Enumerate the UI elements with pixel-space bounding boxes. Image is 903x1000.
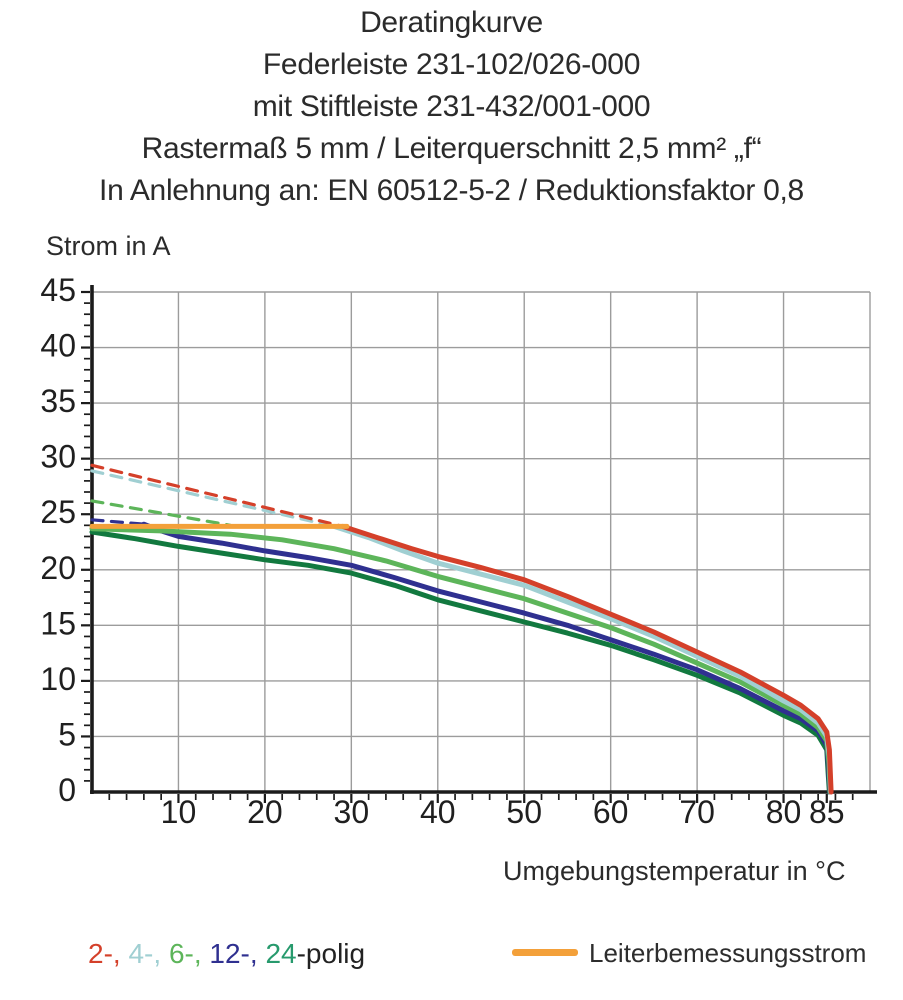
y-tick-label: 10 bbox=[40, 661, 76, 697]
x-tick-label: 20 bbox=[247, 794, 283, 830]
y-tick-label: 0 bbox=[58, 772, 76, 808]
curve-dashed-12-polig bbox=[90, 518, 146, 526]
x-tick-label: 30 bbox=[334, 794, 370, 830]
x-tick-label: 85 bbox=[809, 794, 845, 830]
y-tick-label: 5 bbox=[58, 716, 76, 752]
polig-legend-part: 24 bbox=[265, 938, 297, 969]
y-tick-label: 40 bbox=[40, 328, 76, 364]
x-tick-label: 50 bbox=[506, 794, 542, 830]
curve-dashed-2-polig bbox=[90, 463, 345, 529]
curve-solid-6-polig bbox=[89, 526, 833, 795]
x-axis-label: Umgebungstemperatur in °C bbox=[503, 856, 846, 886]
chart-title-block: Deratingkurve Federleiste 231-102/026-00… bbox=[0, 2, 903, 212]
title-line-3: mit Stiftleiste 231-432/001-000 bbox=[252, 90, 651, 123]
polig-legend: 2-, 4-, 6-, 12-, 24-polig bbox=[88, 938, 365, 970]
title-line-5: In Anlehnung an: EN 60512-5-2 / Reduktio… bbox=[99, 174, 804, 207]
polig-legend-part: 4-, bbox=[128, 938, 169, 969]
curve-solid-12-polig bbox=[141, 521, 833, 795]
y-tick-label: 15 bbox=[40, 605, 76, 641]
polig-legend-part: 12-, bbox=[209, 938, 266, 969]
y-tick-label: 30 bbox=[40, 439, 76, 475]
y-tick-label: 20 bbox=[40, 550, 76, 586]
x-tick-label: 70 bbox=[679, 794, 715, 830]
curve-dashed-4-polig bbox=[90, 469, 336, 529]
polig-legend-suffix: -polig bbox=[296, 938, 366, 969]
x-tick-label: 40 bbox=[420, 794, 456, 830]
x-tick-label: 10 bbox=[161, 794, 197, 830]
x-tick-label: 60 bbox=[593, 794, 629, 830]
y-tick-label: 45 bbox=[40, 272, 76, 308]
rated-current-line-swatch bbox=[512, 949, 578, 956]
y-tick-label: 25 bbox=[40, 494, 76, 530]
rated-current-legend: Leiterbemessungsstrom bbox=[512, 938, 866, 978]
curve-solid-24-polig bbox=[89, 529, 832, 795]
rated-current-label: Leiterbemessungsstrom bbox=[589, 938, 867, 968]
curve-solid-2-polig bbox=[340, 523, 834, 795]
curve-dashed-6-polig bbox=[90, 499, 232, 527]
polig-legend-part: 6-, bbox=[168, 938, 210, 969]
title-line-1: Deratingkurve bbox=[360, 6, 543, 39]
title-line-4: Rastermaß 5 mm / Leiterquerschnitt 2,5 m… bbox=[141, 132, 762, 165]
polig-legend-part: 2-, bbox=[88, 938, 129, 969]
y-tick-label: 35 bbox=[40, 383, 76, 419]
x-tick-label: 80 bbox=[766, 794, 802, 830]
title-line-2: Federleiste 231-102/026-000 bbox=[262, 48, 641, 81]
y-axis-label: Strom in A bbox=[46, 231, 171, 261]
